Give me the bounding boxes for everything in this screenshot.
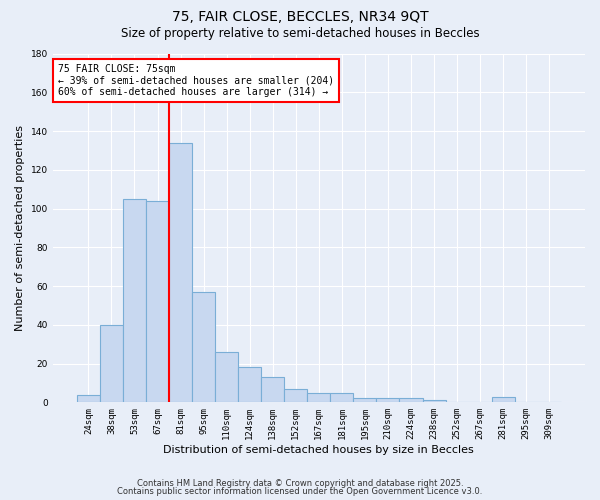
Bar (331, 392, 353, 402)
Bar (215, 352, 238, 403)
Bar (307, 392, 331, 402)
Bar (284, 389, 307, 402)
Bar (100, 325, 123, 402)
Bar (353, 398, 376, 402)
Bar (376, 398, 400, 402)
X-axis label: Distribution of semi-detached houses by size in Beccles: Distribution of semi-detached houses by … (163, 445, 474, 455)
Bar (123, 199, 146, 402)
Text: 75 FAIR CLOSE: 75sqm
← 39% of semi-detached houses are smaller (204)
60% of semi: 75 FAIR CLOSE: 75sqm ← 39% of semi-detac… (58, 64, 334, 97)
Text: 75, FAIR CLOSE, BECCLES, NR34 9QT: 75, FAIR CLOSE, BECCLES, NR34 9QT (172, 10, 428, 24)
Bar (238, 368, 261, 402)
Text: Contains public sector information licensed under the Open Government Licence v3: Contains public sector information licen… (118, 487, 482, 496)
Bar (146, 201, 169, 402)
Bar (422, 400, 446, 402)
Text: Contains HM Land Registry data © Crown copyright and database right 2025.: Contains HM Land Registry data © Crown c… (137, 478, 463, 488)
Y-axis label: Number of semi-detached properties: Number of semi-detached properties (15, 125, 25, 331)
Bar (261, 377, 284, 402)
Bar (491, 396, 515, 402)
Text: Size of property relative to semi-detached houses in Beccles: Size of property relative to semi-detach… (121, 28, 479, 40)
Bar (400, 398, 422, 402)
Bar (77, 394, 100, 402)
Bar (169, 142, 192, 402)
Bar (192, 292, 215, 403)
